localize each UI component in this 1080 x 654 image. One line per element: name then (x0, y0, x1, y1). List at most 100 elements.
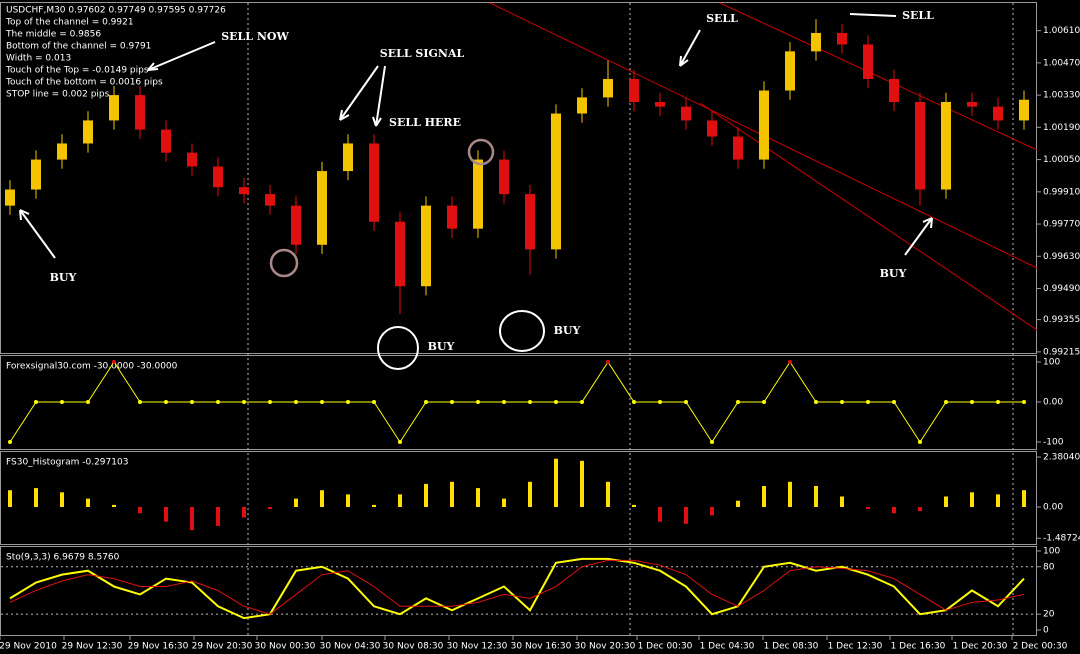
signal-dot (684, 400, 688, 404)
bar (944, 496, 948, 508)
bar (60, 492, 64, 508)
bar (658, 507, 662, 522)
bar (684, 507, 688, 524)
candle-body (447, 205, 457, 229)
info-line: Top of the channel = 0.9921 (5, 18, 134, 28)
time-label: 1 Dec 00:30 (638, 642, 693, 652)
candle-body (499, 159, 509, 195)
candle-body (187, 152, 197, 167)
bar (606, 481, 610, 508)
candle-body (239, 187, 249, 195)
annotation: SELL NOW (221, 30, 289, 43)
y-tick-label: 1.00470 (1043, 58, 1080, 68)
bar (242, 507, 246, 518)
signal-dot (1022, 400, 1026, 404)
candle-body (681, 106, 691, 121)
time-label: 30 Nov 08:30 (383, 642, 444, 652)
bar (346, 494, 350, 508)
signal-dot (970, 400, 974, 404)
y-tick-label: 0.99630 (1043, 252, 1080, 262)
candle-body (967, 102, 977, 107)
candle-body (551, 113, 561, 250)
y-tick-label: 0.00 (1043, 398, 1063, 408)
bar (372, 504, 376, 508)
bar (866, 507, 870, 510)
bar (476, 488, 480, 508)
bar (398, 494, 402, 508)
info-line: Touch of the Top = -0.0149 pips (5, 66, 149, 76)
signal-dot (372, 400, 376, 404)
series-line (9, 559, 1025, 615)
bar (970, 492, 974, 508)
marks: 1.00610 1.00470 1.00330 1.00190 1.00050 0.999… (0, 6, 1080, 652)
bar (424, 483, 428, 508)
candle-body (5, 189, 15, 206)
main-panel (0, 2, 1037, 354)
signal-dot (788, 360, 792, 364)
signal-dot (580, 400, 584, 404)
annotation: BUY (428, 340, 455, 353)
bar (164, 507, 168, 522)
time-label: 29 Nov 2010 (0, 642, 57, 652)
bar (554, 458, 558, 508)
time-label: 1 Dec 04:30 (700, 642, 755, 652)
signal-dot (242, 400, 246, 404)
series-line (9, 361, 1024, 443)
signal-dot (944, 400, 948, 404)
candle-body (707, 120, 717, 137)
candle-body (603, 78, 613, 98)
bar (996, 494, 1000, 508)
signal-dot (840, 400, 844, 404)
signal-dot (866, 400, 870, 404)
annotation: BUY (554, 324, 581, 337)
candle-body (863, 44, 873, 79)
candle-body (343, 143, 353, 172)
bar (86, 498, 90, 508)
signal-dot (112, 360, 116, 364)
bar (450, 481, 454, 508)
y-tick-label: 0 (1043, 625, 1049, 635)
signal-dot (918, 440, 922, 444)
signal-dot (8, 440, 12, 444)
time-label: 29 Nov 20:30 (192, 642, 253, 652)
signal-dot (710, 440, 714, 444)
bar (216, 507, 220, 526)
y-tick-label: 0.99355 (1043, 315, 1080, 325)
candle-body (265, 194, 275, 206)
y-tick-label: -1.487240 (1043, 534, 1080, 544)
panel-title: FS30_Histogram -0.297103 (6, 458, 128, 468)
signal-dot (658, 400, 662, 404)
candle-body (291, 205, 301, 245)
bar (138, 507, 142, 514)
candle-body (993, 106, 1003, 121)
bar (1022, 490, 1026, 508)
candle-body (369, 143, 379, 222)
panel-title: Sto(9,3,3) 6.9679 8.5760 (6, 553, 120, 563)
candle-body (629, 78, 639, 103)
time-label: 30 Nov 20:30 (575, 642, 636, 652)
bar (320, 490, 324, 508)
time-label: 1 Dec 16:30 (891, 642, 946, 652)
info-line: Bottom of the channel = 0.9791 (6, 42, 151, 52)
candle-body (915, 102, 925, 190)
bar (814, 486, 818, 508)
y-tick-label: 0.99490 (1043, 284, 1080, 294)
annotation: SELL (902, 9, 934, 22)
bar (892, 507, 896, 514)
time-label: 30 Nov 04:30 (320, 642, 381, 652)
y-tick-label: 100 (1043, 546, 1060, 556)
time-label: 29 Nov 12:30 (62, 642, 123, 652)
candle-body (395, 221, 405, 287)
candle-body (473, 159, 483, 229)
signal-dot (60, 400, 64, 404)
bar (112, 504, 116, 508)
candle-body (57, 143, 67, 160)
time-label: 30 Nov 12:30 (447, 642, 508, 652)
y-tick-label: -100 (1043, 438, 1064, 448)
signal-dot (320, 400, 324, 404)
channel-line (699, 102, 1038, 331)
annotation: SELL HERE (389, 116, 461, 129)
candle-body (83, 120, 93, 144)
